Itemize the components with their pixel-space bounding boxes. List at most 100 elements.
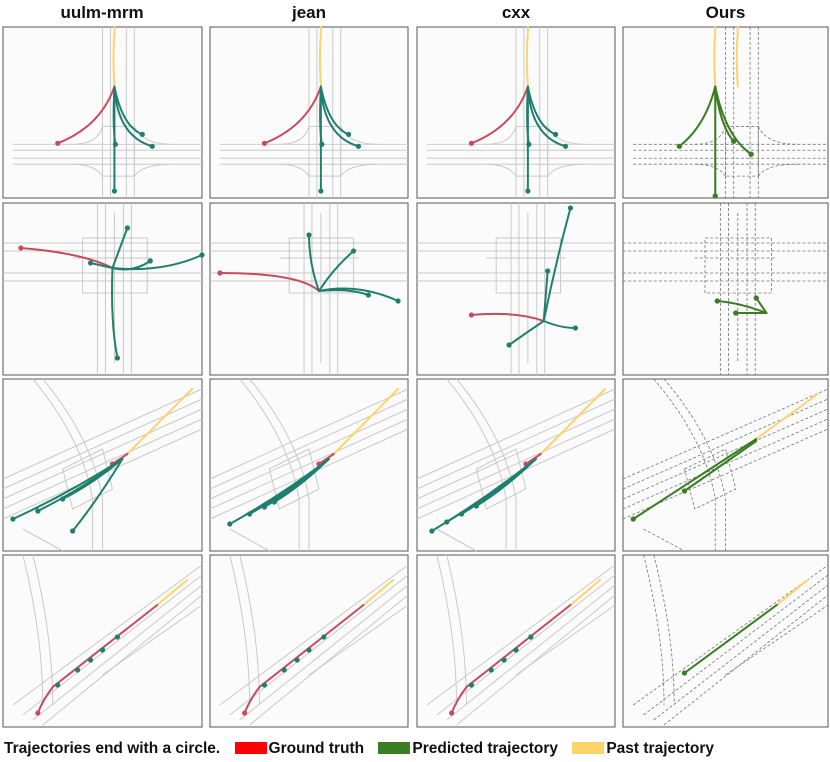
column-header-cxx: cxx [501,3,531,22]
map-layer [3,203,205,375]
lane-line [515,125,549,177]
trajectory-past [126,388,194,455]
trajectory-end-circle [712,193,718,199]
lane-line [643,574,829,716]
trajectory-end-circle [261,504,268,510]
lane-line [694,163,726,177]
trajectory-gt [36,604,159,714]
panel-r2-c3 [416,202,616,376]
trajectory-pred [113,85,144,136]
trajectory-past [156,579,189,606]
trajectory-gt [470,312,545,322]
trajectory-pred [526,85,557,136]
trajectory-end-circle [87,657,94,663]
trajectory-pred [542,270,549,322]
map-layer [417,203,616,375]
trajectory-end-circle [473,503,479,509]
trajectory-end-circle [111,188,118,194]
trajectory-end-circle [242,710,248,716]
trajectory-end-circle [365,292,371,298]
legend-note: Trajectories end with a circle. [4,740,221,757]
lane-line [436,554,458,706]
lane-line [22,528,63,552]
trajectory-pred [113,85,154,148]
map-layer [12,26,203,199]
trajectory-end-circle [217,270,223,276]
trajectory-end-circle [346,131,352,137]
trajectory-predG [755,297,768,314]
map-layer [416,378,616,552]
trajectory-end-circle [525,188,531,194]
trajectory-predG [714,85,735,143]
panel-r3-c4 [622,378,829,552]
map-layer [623,203,828,375]
panel-frame [2,202,203,376]
trajectory-end-circle [294,657,300,663]
lane-line [2,388,203,480]
map-layer [209,378,409,552]
lane-line [209,418,409,510]
trajectory-end-circle [306,232,312,238]
trajectory-end-circle [676,143,683,149]
lane-line [436,528,477,552]
trajectory-past [539,388,607,455]
trajectory-end-circle [75,667,81,673]
trajectory-end-circle [553,131,559,137]
panel-frame [2,554,203,728]
column-header-ours: Ours [705,3,746,22]
trajectory-end-circle [748,151,754,157]
trajectory-end-circle [35,710,41,716]
trajectory-pred [508,320,545,346]
lane-line [475,448,527,510]
lane-line [102,125,135,177]
lane-line [2,398,203,490]
trajectory-end-circle [468,682,475,688]
panel-r3-c3 [416,378,616,552]
trajectory-end-circle [70,528,76,534]
trajectory-pred [542,207,572,322]
trajectory-pred [526,85,530,146]
lane-line [209,398,409,490]
trajectory-end-circle [501,657,507,663]
lane-line [725,604,829,676]
trajectory-gt [450,604,572,714]
trajectory-pred [317,289,370,296]
lane-line [495,237,562,294]
trajectory-end-circle [350,248,357,254]
lane-line [622,398,829,490]
trajectory-predG [716,300,768,314]
lane-line [757,163,798,177]
lane-line [42,594,203,726]
panel-r1-c4 [622,26,829,199]
lane-line [653,378,716,551]
lane-line [239,378,300,551]
trajectory-end-circle [731,138,737,144]
map-layer [622,378,829,552]
trajectory-end-circle [545,268,551,274]
column-header-jean: jean [291,3,327,22]
panel-frame [209,202,409,376]
trajectory-end-circle [319,141,325,147]
legend-item-predicted: Predicted trajectory [378,738,558,760]
trajectory-end-circle [318,188,324,194]
trajectory-gt [111,453,129,465]
panel-frame [416,202,616,376]
lane-line [279,126,310,145]
lane-line [2,408,203,500]
trajectory-end-circle [261,140,268,146]
lane-line [456,594,616,726]
trajectory-end-circle [261,682,268,688]
panel-frame [209,554,409,728]
panel-frame [622,202,829,376]
lane-line [643,528,685,552]
trajectory-end-circle [87,260,94,266]
lane-line [416,408,616,500]
trajectory-end-circle [139,131,145,137]
past-swatch [572,742,605,754]
trajectory-end-circle [506,342,512,348]
lane-line [426,564,616,706]
trajectory-end-circle [114,355,121,361]
panel-r2-c4 [622,202,829,376]
map-layer [426,554,616,726]
trajectory-past [318,26,322,88]
